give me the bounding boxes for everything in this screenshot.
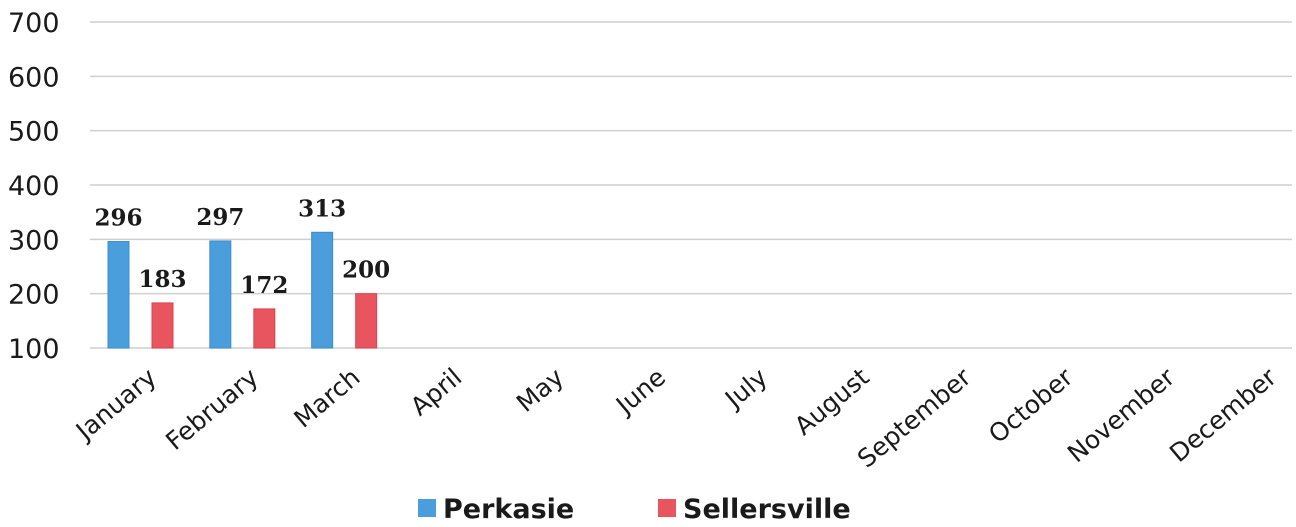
data-label-sellersville-january: 183 [138, 266, 186, 293]
x-tick-label-november: November [1062, 362, 1181, 468]
x-tick-label-may: May [511, 362, 569, 418]
x-tick-label-march: March [288, 362, 365, 433]
x-tick-label-february: February [160, 362, 264, 456]
bar-sellersville-january [151, 302, 174, 349]
y-axis-tick-labels: 100 200 300 400 500 600 700 [8, 8, 60, 365]
data-label-perkasie-march: 313 [298, 195, 346, 222]
y-tick-label-700: 700 [8, 8, 60, 39]
x-tick-label-july: July [718, 362, 773, 415]
legend-swatch-perkasie [418, 499, 436, 517]
y-tick-label-400: 400 [8, 171, 60, 202]
gridlines [90, 21, 1292, 349]
x-tick-label-april: April [405, 362, 467, 421]
x-tick-label-september: September [852, 362, 977, 474]
x-tick-label-october: October [983, 362, 1079, 449]
y-tick-label-600: 600 [8, 62, 60, 93]
data-labels: 296 183 297 172 313 200 [94, 195, 390, 299]
x-tick-label-january: January [69, 362, 162, 447]
bar-sellersville-february [253, 308, 276, 349]
legend-swatch-sellersville [658, 499, 676, 517]
y-tick-label-500: 500 [8, 117, 60, 148]
data-label-sellersville-march: 200 [342, 257, 390, 284]
data-label-sellersville-february: 172 [240, 272, 288, 299]
legend: Perkasie Sellersville [418, 494, 851, 525]
y-tick-label-100: 100 [8, 334, 60, 365]
y-tick-label-300: 300 [8, 225, 60, 256]
legend-label-sellersville: Sellersville [683, 494, 851, 525]
bar-perkasie-february [209, 240, 232, 349]
bar-perkasie-march [311, 231, 334, 349]
y-tick-label-200: 200 [8, 280, 60, 311]
bar-perkasie-january [107, 241, 130, 349]
bars [107, 231, 378, 349]
x-tick-label-december: December [1164, 362, 1283, 468]
x-tick-label-june: June [609, 362, 671, 421]
bar-sellersville-march [355, 293, 378, 349]
x-tick-label-august: August [789, 362, 875, 441]
legend-label-perkasie: Perkasie [443, 494, 574, 525]
data-label-perkasie-january: 296 [94, 205, 142, 232]
data-label-perkasie-february: 297 [196, 204, 244, 231]
